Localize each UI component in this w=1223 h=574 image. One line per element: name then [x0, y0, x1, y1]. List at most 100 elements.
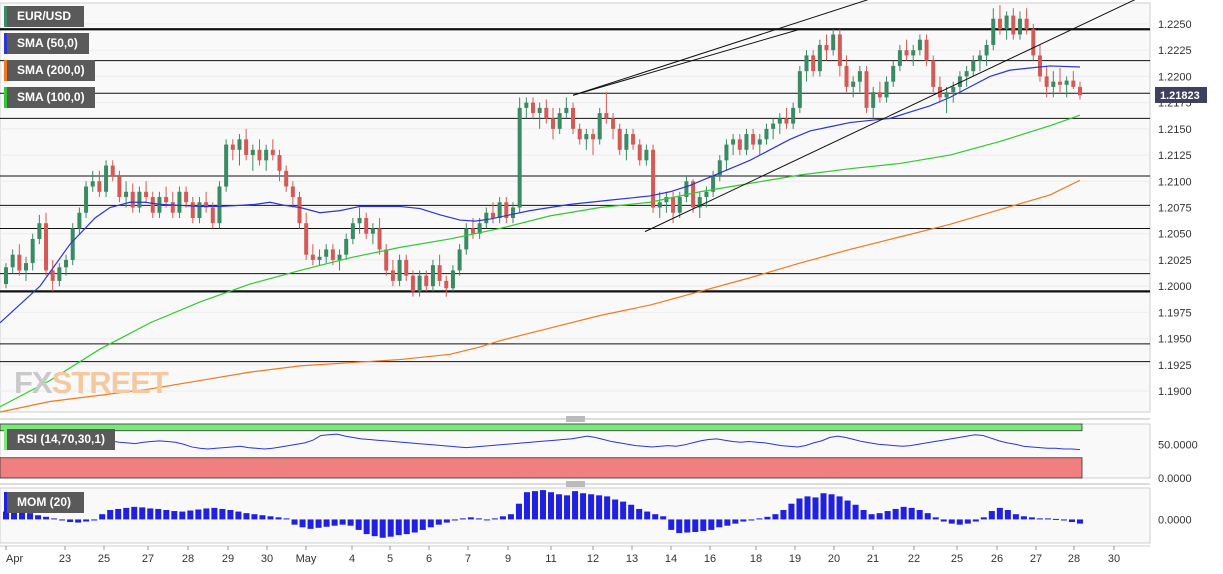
- candle-body: [504, 202, 509, 218]
- candle-body: [350, 223, 355, 239]
- candle-body: [484, 212, 489, 224]
- candle-body: [951, 86, 956, 93]
- y-tick-label: 1.2000: [1158, 281, 1192, 293]
- mom-bar: [556, 494, 563, 520]
- mom-bar: [59, 519, 66, 521]
- candle-body: [184, 191, 189, 203]
- mom-bar: [748, 519, 755, 521]
- candle-body: [517, 107, 522, 208]
- candle-body: [124, 191, 129, 198]
- mom-bar: [499, 516, 506, 520]
- mom-bar: [884, 511, 891, 520]
- mom-bar: [812, 497, 819, 520]
- candle: [44, 212, 49, 276]
- candle: [370, 223, 375, 245]
- mom-bar: [331, 519, 338, 526]
- candle-body: [764, 128, 769, 140]
- candle-body: [3, 267, 9, 285]
- candle: [1037, 44, 1042, 82]
- candle: [537, 102, 542, 129]
- candle: [317, 249, 322, 266]
- candle-body: [991, 18, 996, 45]
- candle-body: [584, 134, 589, 140]
- watermark-street: STREET: [51, 365, 169, 400]
- candle: [290, 181, 295, 208]
- candle-body: [637, 144, 642, 161]
- mom-bar: [756, 518, 763, 520]
- mom-bar: [620, 501, 627, 520]
- y-tick-label: 1.2100: [1158, 176, 1192, 188]
- candle-body: [631, 134, 636, 145]
- candle-body: [697, 197, 702, 208]
- candle-body: [911, 50, 916, 56]
- mom-bar: [467, 517, 474, 520]
- candle: [931, 55, 936, 93]
- mom-bar: [572, 491, 579, 520]
- mom-bar: [283, 518, 290, 520]
- candle-body: [377, 228, 382, 250]
- mom-bar: [515, 503, 522, 520]
- mom-bar: [387, 519, 394, 537]
- candle: [90, 170, 95, 192]
- candle: [817, 39, 822, 77]
- y-tick-label: 1.2225: [1158, 45, 1192, 57]
- candle-body: [831, 34, 836, 51]
- mom-bar: [1044, 518, 1051, 520]
- mom-bar: [131, 506, 138, 520]
- candle-body: [664, 197, 669, 203]
- rsi-oversold-band: [0, 457, 1083, 479]
- candle-body: [130, 191, 135, 208]
- candle: [284, 165, 289, 192]
- mom-bar: [11, 508, 18, 520]
- candle: [564, 97, 569, 119]
- candle: [604, 92, 609, 124]
- candle: [357, 207, 362, 234]
- watermark: FXSTREET: [14, 365, 169, 401]
- candle-body: [544, 107, 549, 119]
- mom-bar: [732, 519, 739, 524]
- mom-bar: [1012, 514, 1019, 520]
- mom-bar: [371, 519, 378, 537]
- x-tick-label: 25: [951, 553, 963, 565]
- candle-body: [357, 217, 362, 224]
- candle: [477, 217, 482, 239]
- momentum-panel[interactable]: 0.0000: [0, 487, 1192, 544]
- candle-body: [571, 107, 576, 129]
- candle-body: [197, 202, 202, 218]
- candle: [777, 113, 782, 135]
- candle-body: [604, 113, 609, 119]
- mom-bar: [235, 511, 242, 520]
- candle-body: [84, 186, 89, 213]
- candle-body: [757, 139, 762, 145]
- candle-body: [564, 107, 569, 114]
- mom-bar: [203, 508, 210, 520]
- y-tick-label: 1.1975: [1158, 307, 1192, 319]
- candle: [731, 134, 736, 156]
- x-tick-label: 29: [222, 553, 234, 565]
- x-tick-label: 19: [789, 553, 801, 565]
- mom-bar: [1060, 519, 1067, 521]
- candle: [1071, 71, 1076, 89]
- candle-body: [704, 191, 709, 198]
- candle-body: [110, 165, 115, 177]
- price-panel[interactable]: 1.22501.22251.22001.21751.21501.21251.21…: [0, 0, 1207, 487]
- x-tick-label: 21: [867, 553, 879, 565]
- candle: [597, 107, 602, 145]
- rsi-panel[interactable]: 50.0000 0.0000: [0, 423, 1198, 485]
- candle: [217, 181, 222, 229]
- rsi-tick-label: 50.0000: [1158, 439, 1198, 451]
- candle-body: [1044, 76, 1049, 87]
- candle-body: [791, 107, 796, 124]
- y-tick-label: 1.1900: [1158, 386, 1192, 398]
- candle-body: [924, 39, 929, 61]
- candle-body: [50, 270, 55, 281]
- candle: [724, 139, 729, 171]
- candle: [544, 99, 549, 124]
- mom-bar: [347, 519, 354, 526]
- candle: [831, 29, 836, 56]
- candle: [1011, 8, 1016, 40]
- mom-bar: [796, 498, 803, 520]
- candle-body: [490, 212, 495, 218]
- candle-body: [44, 223, 49, 271]
